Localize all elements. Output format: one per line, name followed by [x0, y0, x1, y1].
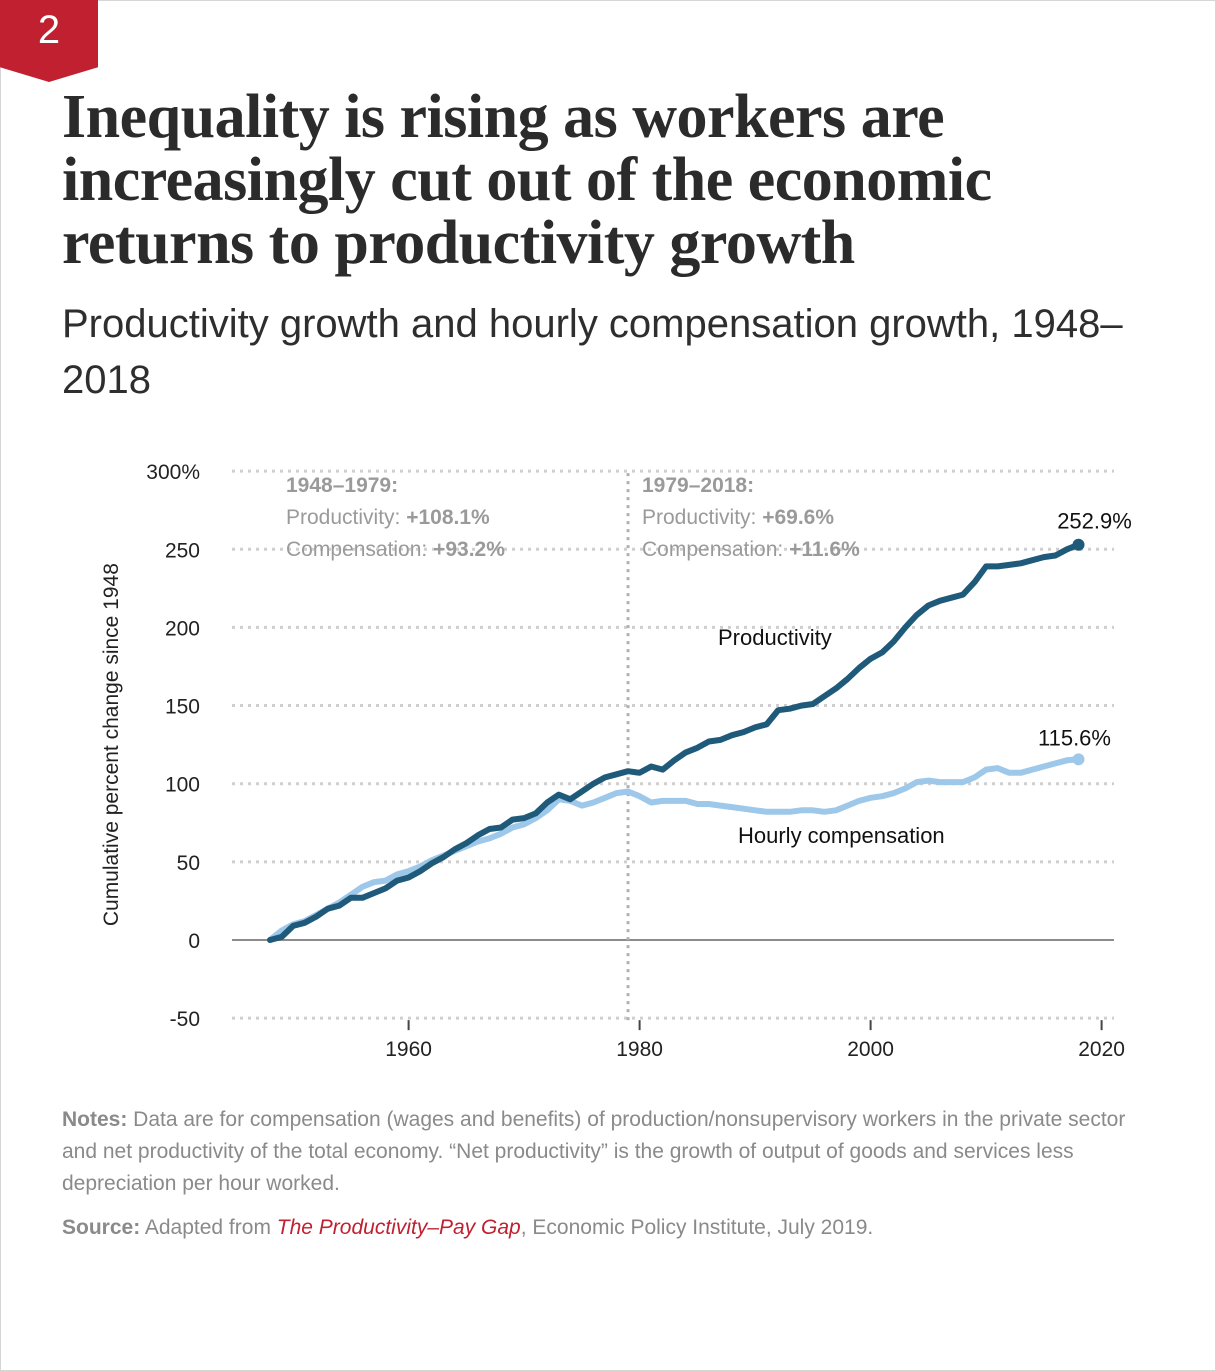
chart-title: Inequality is rising as workers are incr… — [62, 83, 992, 277]
x-tick-label: 1980 — [616, 1038, 663, 1061]
y-axis-ticks: 300% 250 200 150 100 50 0 -50 — [146, 461, 200, 1031]
figure-number: 2 — [37, 8, 61, 52]
notes-text: Data are for compensation (wages and ben… — [62, 1108, 1126, 1195]
series-lines — [267, 538, 1085, 943]
chart-subtitle: Productivity growth and hourly compensat… — [62, 302, 1123, 402]
x-tick-label: 2020 — [1078, 1038, 1125, 1061]
chart-source: Source: Adapted from The Productivity–Pa… — [62, 1216, 874, 1239]
annotation-1-compensation: Compensation: +93.2% — [286, 538, 505, 561]
gridlines — [232, 469, 1114, 1023]
source-link[interactable]: The Productivity–Pay Gap — [276, 1216, 521, 1239]
y-tick-label: 150 — [165, 696, 200, 719]
y-tick-label: 250 — [165, 539, 200, 562]
y-axis-label: Cumulative percent change since 1948 — [100, 563, 123, 926]
productivity-end-marker — [1072, 538, 1085, 551]
annotation-1979-2018: 1979–2018: Productivity: +69.6% Compensa… — [642, 474, 860, 561]
annotation-2-compensation: Compensation: +11.6% — [642, 538, 860, 561]
y-tick-label: 0 — [188, 930, 200, 953]
notes-label: Notes: — [62, 1108, 128, 1131]
y-tick-label: 50 — [177, 852, 200, 875]
compensation-series-label: Hourly compensation — [738, 823, 945, 848]
y-tick-label: 200 — [165, 617, 200, 640]
compensation-end-value: 115.6% — [1038, 725, 1111, 750]
compensation-end-marker — [1072, 753, 1085, 766]
annotation-2-productivity: Productivity: +69.6% — [642, 506, 834, 529]
productivity-end-value: 252.9% — [1057, 509, 1132, 534]
y-tick-label: 100 — [165, 774, 200, 797]
annotation-1-heading: 1948–1979: — [286, 474, 398, 497]
annotation-2-heading: 1979–2018: — [642, 474, 754, 497]
productivity-line — [267, 541, 1082, 943]
annotation-1-productivity: Productivity: +108.1% — [286, 506, 490, 529]
productivity-series-label: Productivity — [718, 625, 832, 650]
chart-notes: Notes: Data are for compensation (wages … — [62, 1104, 1162, 1200]
x-tick-label: 2000 — [847, 1038, 894, 1061]
figure-number-badge: 2 — [0, 0, 98, 82]
y-tick-label: -50 — [170, 1008, 200, 1031]
compensation-line — [267, 756, 1082, 943]
x-axis-ticks: 1960 1980 2000 2020 — [385, 1020, 1125, 1061]
x-tick-label: 1960 — [385, 1038, 432, 1061]
y-tick-label: 300% — [146, 461, 200, 484]
annotation-1948-1979: 1948–1979: Productivity: +108.1% Compens… — [286, 474, 505, 561]
source-label: Source: — [62, 1216, 141, 1239]
